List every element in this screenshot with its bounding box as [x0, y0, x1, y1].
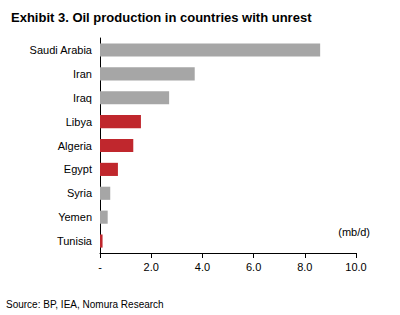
- svg-text:Algeria: Algeria: [58, 140, 93, 152]
- svg-text:Syria: Syria: [67, 187, 93, 199]
- svg-text:-: -: [98, 261, 102, 273]
- svg-text:Exhibit 3. Oil production in c: Exhibit 3. Oil production in countries w…: [11, 10, 312, 25]
- svg-text:Saudi Arabia: Saudi Arabia: [30, 44, 93, 56]
- svg-text:4.0: 4.0: [195, 261, 210, 273]
- svg-text:(mb/d): (mb/d): [338, 226, 370, 238]
- svg-text:Iraq: Iraq: [73, 92, 92, 104]
- svg-text:Egypt: Egypt: [64, 163, 92, 175]
- svg-text:2.0: 2.0: [144, 261, 159, 273]
- svg-text:10.0: 10.0: [345, 261, 366, 273]
- svg-text:6.0: 6.0: [246, 261, 261, 273]
- svg-text:Yemen: Yemen: [58, 211, 92, 223]
- svg-text:8.0: 8.0: [297, 261, 312, 273]
- svg-text:Iran: Iran: [73, 68, 92, 80]
- svg-text:Tunisia: Tunisia: [57, 235, 93, 247]
- svg-text:Source: BP, IEA, Nomura Resear: Source: BP, IEA, Nomura Research: [6, 299, 164, 310]
- svg-text:Libya: Libya: [66, 116, 93, 128]
